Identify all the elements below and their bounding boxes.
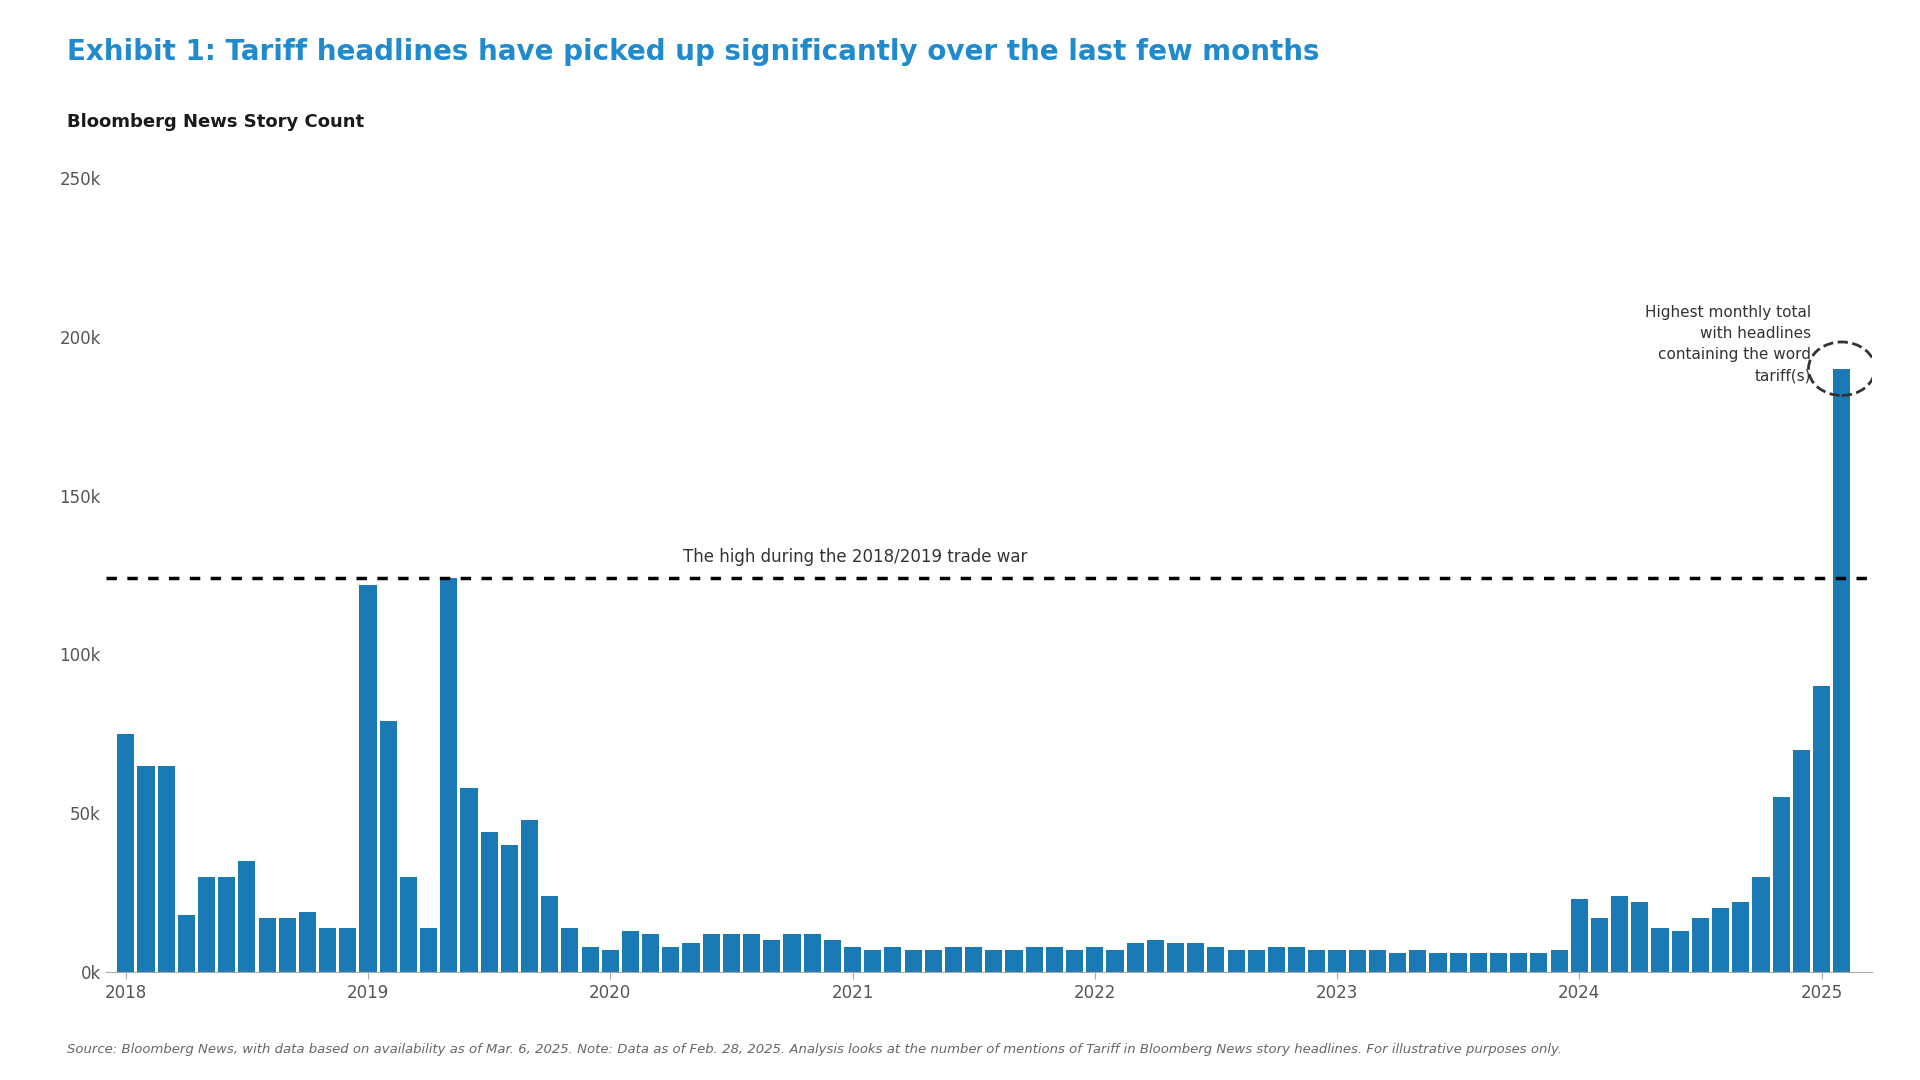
Bar [864,949,881,972]
Bar [1267,946,1284,972]
Bar [278,918,296,972]
Text: Bloomberg News Story Count: Bloomberg News Story Count [67,113,365,132]
Bar [1288,946,1306,972]
Bar [1066,949,1083,972]
Bar [1388,953,1405,972]
Bar [179,915,196,972]
Bar [824,941,841,972]
Bar [1732,902,1749,972]
Bar [1672,931,1690,972]
Bar [1187,944,1204,972]
Bar [561,928,578,972]
Bar [541,895,559,972]
Bar [520,820,538,972]
Bar [1490,953,1507,972]
Bar [804,934,820,972]
Bar [1471,953,1486,972]
Bar [219,877,236,972]
Bar [1772,797,1789,972]
Bar [1713,908,1730,972]
Bar [1571,899,1588,972]
Bar [300,912,317,972]
Bar [1592,918,1609,972]
Bar [1812,686,1830,972]
Bar [117,734,134,972]
Bar [722,934,739,972]
Bar [743,934,760,972]
Bar [1006,949,1023,972]
Bar [380,721,397,972]
Bar [1692,918,1709,972]
Bar [1146,941,1164,972]
Bar [1450,953,1467,972]
Bar [420,928,438,972]
Bar [1308,949,1325,972]
Bar [1167,944,1185,972]
Text: Source: Bloomberg News, with data based on availability as of Mar. 6, 2025. Note: Source: Bloomberg News, with data based … [67,1043,1563,1056]
Bar [1208,946,1225,972]
Bar [319,928,336,972]
Bar [1025,946,1043,972]
Bar [783,934,801,972]
Bar [641,934,659,972]
Bar [1834,368,1851,972]
Bar [1651,928,1668,972]
Bar [582,946,599,972]
Bar [764,941,780,972]
Bar [1409,949,1427,972]
Bar [501,845,518,972]
Text: Highest monthly total
with headlines
containing the word
tariff(s): Highest monthly total with headlines con… [1645,306,1811,383]
Bar [601,949,618,972]
Bar [966,946,983,972]
Text: Exhibit 1: Tariff headlines have picked up significantly over the last few month: Exhibit 1: Tariff headlines have picked … [67,38,1319,66]
Bar [985,949,1002,972]
Bar [1329,949,1346,972]
Bar [1227,949,1244,972]
Bar [1369,949,1386,972]
Bar [1511,953,1526,972]
Bar [259,918,276,972]
Bar [480,833,497,972]
Bar [703,934,720,972]
Bar [925,949,943,972]
Bar [399,877,417,972]
Bar [238,861,255,972]
Bar [885,946,902,972]
Bar [198,877,215,972]
Bar [662,946,680,972]
Bar [904,949,922,972]
Bar [1087,946,1104,972]
Bar [1753,877,1770,972]
Bar [1348,949,1365,972]
Bar [1428,953,1446,972]
Bar [1530,953,1548,972]
Bar [1793,750,1811,972]
Bar [1106,949,1123,972]
Bar [359,584,376,972]
Text: The high during the 2018/2019 trade war: The high during the 2018/2019 trade war [684,548,1027,566]
Bar [1127,944,1144,972]
Bar [461,787,478,972]
Bar [1551,949,1567,972]
Bar [138,766,154,972]
Bar [945,946,962,972]
Bar [1611,895,1628,972]
Bar [845,946,860,972]
Bar [157,766,175,972]
Bar [440,578,457,972]
Bar [622,931,639,972]
Bar [1248,949,1265,972]
Bar [1632,902,1649,972]
Bar [1046,946,1064,972]
Bar [682,944,699,972]
Bar [340,928,357,972]
